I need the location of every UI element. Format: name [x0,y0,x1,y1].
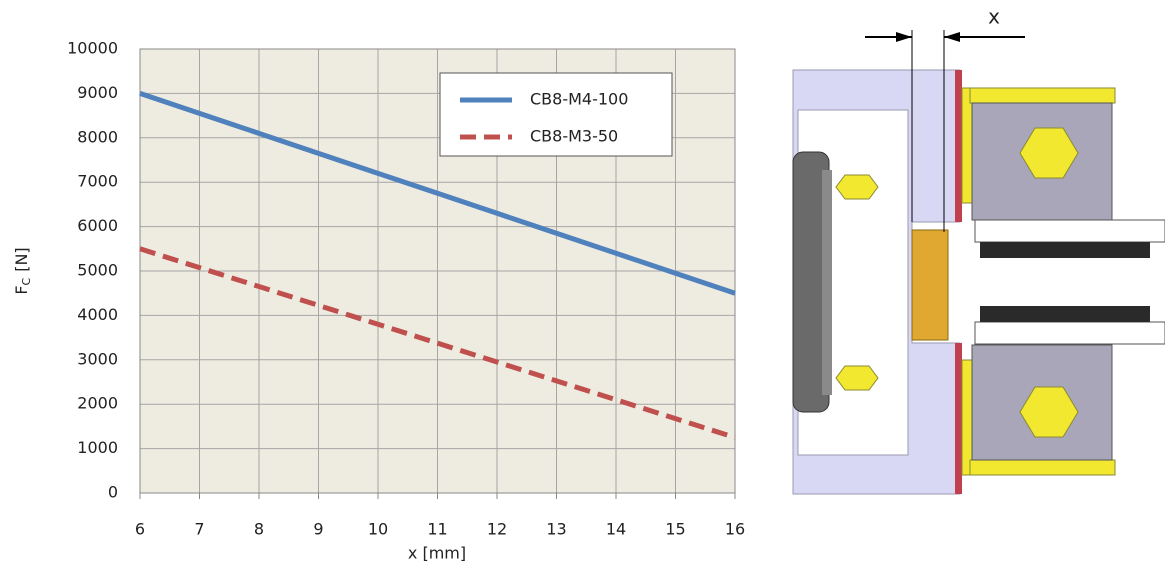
y-tick-label: 9000 [77,83,118,102]
nut [836,366,878,390]
x-tick-label: 15 [665,520,685,539]
brass-part [912,230,948,340]
x-tick-label: 10 [368,520,388,539]
y-label-unit: [N] [12,247,31,271]
x-axis-label: x [mm] [408,544,466,563]
cylinder-edge [822,170,832,395]
x-tick-label: 7 [194,520,204,539]
y-tick-label: 3000 [77,349,118,368]
x-tick-label: 6 [135,520,145,539]
x-tick-label: 16 [725,520,745,539]
y-tick-label: 10000 [67,39,118,58]
x-tick-label: 14 [606,520,626,539]
plate [955,70,962,222]
washer [962,88,972,203]
nut [836,175,878,199]
y-label-sub: C [20,277,33,285]
y-tick-label: 4000 [77,305,118,324]
y-tick-label: 0 [108,483,118,502]
chart: 0 1000 2000 3000 4000 5000 6000 7000 8000 9000 100… [67,39,745,539]
legend-label: CB8-M4-100 [530,90,628,109]
x-tick-label: 12 [487,520,507,539]
washer [962,360,972,475]
mechanical-diagram: x [793,5,1165,495]
dimension-label: x [988,5,1000,29]
rail-shadow [980,306,1150,322]
y-label-main: F [12,285,31,294]
y-tick-label: 7000 [77,172,118,191]
nut-row [970,88,1115,103]
y-axis-label: FC [N] [12,247,34,294]
rail [975,220,1165,242]
page: 0 1000 2000 3000 4000 5000 6000 7000 8000 9000 100… [0,0,1165,564]
x-tick-label: 9 [313,520,323,539]
y-tick-label: 5000 [77,261,118,280]
nut-row [970,460,1115,475]
y-tick-label: 1000 [77,438,118,457]
x-tick-label: 8 [254,520,264,539]
legend-label: CB8-M3-50 [530,127,618,146]
arrowhead [896,32,912,42]
x-tick-label: 11 [427,520,447,539]
arrowhead [944,32,960,42]
rail [975,322,1165,344]
plate [955,343,962,494]
x-tick-label: 13 [546,520,566,539]
y-tick-label: 6000 [77,216,118,235]
y-tick-label: 8000 [77,127,118,146]
rail-shadow [980,242,1150,258]
y-tick-label: 2000 [77,394,118,413]
